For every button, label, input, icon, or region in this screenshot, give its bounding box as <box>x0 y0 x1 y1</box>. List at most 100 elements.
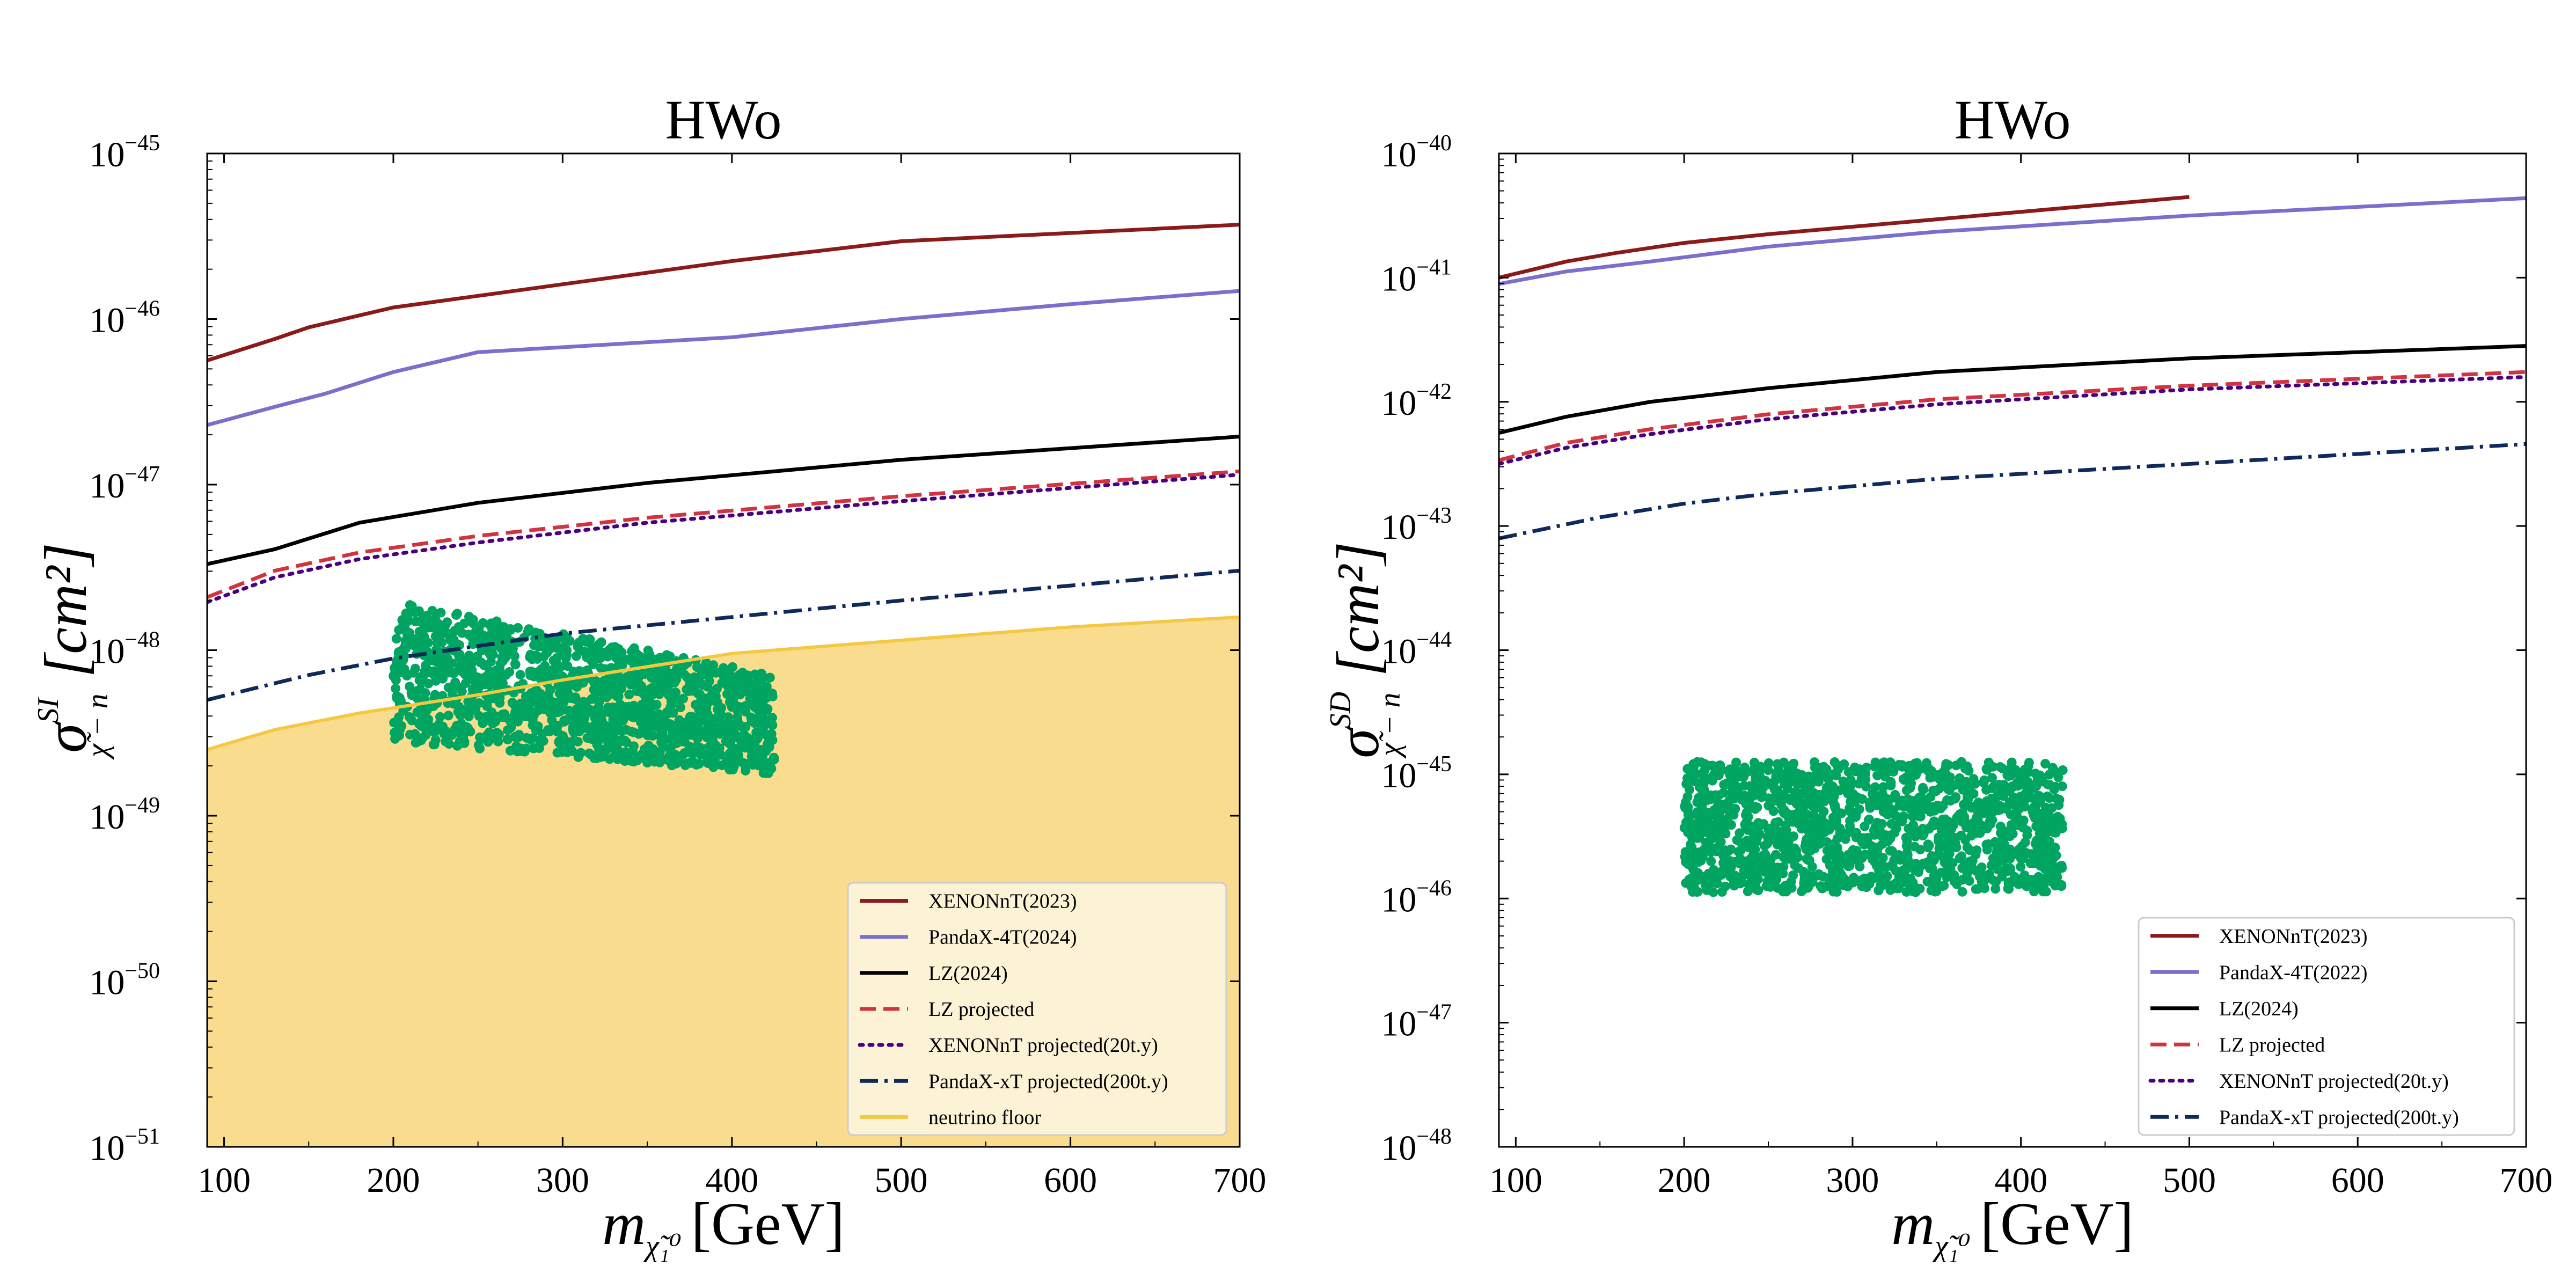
sd-scatter-point <box>1928 879 1938 889</box>
sd-x-tick-label: 500 <box>2163 1161 2216 1200</box>
sd-scatter-point <box>2040 832 2050 843</box>
si-scatter-point <box>560 693 570 703</box>
si-scatter-point <box>435 712 445 722</box>
sd-scatter-point <box>1909 882 1920 892</box>
sd-y-tick-label: 10−46 <box>1381 876 1452 919</box>
sd-y-tick-label: 10−42 <box>1381 379 1452 423</box>
si-scatter-point <box>661 664 671 674</box>
sd-scatter-point <box>1816 763 1826 773</box>
sd-y-tick-label: 10−43 <box>1381 503 1452 547</box>
sd-scatter-point <box>1721 845 1731 855</box>
sd-scatter-point <box>1755 780 1765 791</box>
si-scatter-point <box>552 653 562 663</box>
sd-scatter-point <box>1956 830 1966 840</box>
sd-y-tick-label: 10−47 <box>1381 1000 1452 1044</box>
si-legend: XENONnT(2023) PandaX-4T(2024) LZ(2024) LZ p… <box>847 882 1227 1136</box>
si-legend-label: LZ(2024) <box>928 962 1008 985</box>
si-scatter-point <box>752 673 763 683</box>
sd-scatter-point <box>1818 872 1828 882</box>
si-scatter-point <box>664 690 674 700</box>
si-scatter-point <box>451 610 461 620</box>
si-scatter-point <box>592 684 603 694</box>
si-scatter-point <box>495 659 506 669</box>
sd-scatter-point <box>1765 779 1775 789</box>
sd-scatter-point <box>1725 777 1735 787</box>
sd-scatter-point <box>1968 774 1979 784</box>
si-ylabel-unit: [cm²] <box>33 543 99 677</box>
si-scatter-point <box>760 729 770 740</box>
si-scatter-point <box>604 690 614 700</box>
sd-scatter-point <box>1827 781 1838 791</box>
si-scatter-point <box>510 659 520 669</box>
sd-scatter-point <box>1896 869 1906 880</box>
si-scatter-point <box>639 716 649 727</box>
si-scatter-point <box>620 702 631 712</box>
sd-scatter-point <box>1696 757 1706 767</box>
si-scatter-point <box>732 684 742 694</box>
si-scatter-point <box>539 652 549 662</box>
sd-scatter-point <box>1912 758 1922 768</box>
si-scatter-point <box>459 618 470 628</box>
sd-scatter-point <box>1741 799 1751 809</box>
sd-scatter-point <box>1761 881 1772 891</box>
sd-scatter-point <box>1851 766 1861 777</box>
sd-scatter-point <box>1809 839 1819 849</box>
si-scatter-point <box>601 721 611 731</box>
si-y-tick-label: 10−45 <box>89 131 160 174</box>
sd-scatter-point <box>1814 819 1824 829</box>
sd-scatter-point <box>1709 769 1719 779</box>
sd-scatter-point <box>1760 841 1770 851</box>
si-scatter-point <box>617 654 627 664</box>
sd-y-tick-label: 10−48 <box>1381 1124 1452 1168</box>
si-scatter-point <box>495 631 506 641</box>
si-scatter-point <box>390 728 400 738</box>
si-x-tick-label: 600 <box>1044 1161 1097 1200</box>
si-scatter-point <box>663 683 673 693</box>
sd-scatter-point <box>2036 817 2046 828</box>
sd-scatter-point <box>2040 759 2051 769</box>
si-scatter-point <box>531 725 541 735</box>
si-scatter-point <box>747 748 757 758</box>
si-scatter-point <box>696 750 706 760</box>
sd-scatter-point <box>1801 877 1811 887</box>
si-scatter-point <box>756 714 766 724</box>
sd-scatter-point <box>1939 881 1949 891</box>
sd-scatter-point <box>1868 789 1878 799</box>
si-scatter-point <box>582 733 592 743</box>
si-scatter-point <box>427 623 437 633</box>
si-scatter-point <box>648 700 658 711</box>
si-scatter-point <box>721 736 731 747</box>
si-scatter-point <box>767 735 778 745</box>
si-scatter-point <box>430 614 440 624</box>
si-series-xenonnt-2023- <box>207 223 1240 362</box>
si-scatter-point <box>729 762 739 772</box>
si-scatter-point <box>685 712 695 722</box>
si-scatter-point <box>534 743 544 753</box>
si-scatter-point <box>582 665 592 675</box>
si-scatter-point <box>654 709 664 719</box>
sd-scatter-point <box>2053 772 2063 782</box>
si-scatter-point <box>488 649 498 660</box>
sd-scatter-point <box>1990 884 2001 894</box>
si-scatter-point <box>741 701 751 711</box>
si-scatter-point <box>644 730 654 740</box>
si-scatter-point <box>596 637 606 647</box>
sd-scatter-point <box>1949 870 1959 880</box>
si-y-tick-label: 10−51 <box>89 1124 160 1168</box>
si-scatter-point <box>553 721 563 731</box>
si-scatter-point <box>464 711 474 721</box>
si-scatter-point <box>608 702 618 712</box>
sd-xlabel-unit: [GeV] <box>1980 1191 2134 1257</box>
si-scatter-point <box>443 711 453 721</box>
sd-scatter-point <box>1796 788 1806 799</box>
sd-scatter-point <box>1686 873 1696 883</box>
sd-scatter-point <box>2018 770 2028 780</box>
sd-scatter-point <box>1944 819 1955 830</box>
si-scatter-point <box>389 718 399 728</box>
si-scatter-point <box>421 730 431 740</box>
si-scatter-point <box>743 759 753 770</box>
si-scatter-point <box>717 760 727 771</box>
sd-scatter-point <box>1855 861 1865 872</box>
sd-scatter-point <box>1809 810 1819 820</box>
